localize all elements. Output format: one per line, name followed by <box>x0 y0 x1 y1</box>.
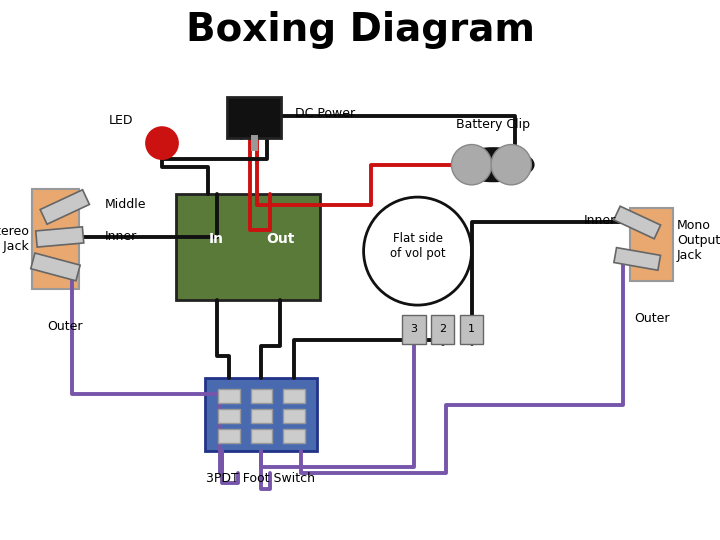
Text: 2: 2 <box>439 325 446 334</box>
FancyBboxPatch shape <box>283 389 305 403</box>
Text: Outer: Outer <box>634 312 670 325</box>
Text: 3PDT Foot Switch: 3PDT Foot Switch <box>207 472 315 485</box>
FancyBboxPatch shape <box>218 429 240 443</box>
FancyBboxPatch shape <box>205 378 317 451</box>
Ellipse shape <box>452 147 534 183</box>
FancyBboxPatch shape <box>283 409 305 423</box>
Text: In: In <box>210 232 224 246</box>
Text: Flat side
of vol pot: Flat side of vol pot <box>390 232 446 260</box>
Bar <box>36 227 84 247</box>
FancyBboxPatch shape <box>32 189 79 289</box>
Text: 1: 1 <box>468 325 475 334</box>
Text: Battery Clip: Battery Clip <box>456 118 530 131</box>
FancyBboxPatch shape <box>251 389 272 403</box>
Bar <box>40 190 89 224</box>
Text: DC Power: DC Power <box>295 107 356 120</box>
Circle shape <box>491 145 531 185</box>
FancyBboxPatch shape <box>283 429 305 443</box>
Bar <box>31 253 80 281</box>
FancyBboxPatch shape <box>251 409 272 423</box>
Text: Out: Out <box>266 232 294 246</box>
FancyBboxPatch shape <box>460 314 483 345</box>
FancyBboxPatch shape <box>251 429 272 443</box>
FancyBboxPatch shape <box>227 97 281 138</box>
Text: Boxing Diagram: Boxing Diagram <box>186 11 534 49</box>
Circle shape <box>451 145 492 185</box>
Text: Inner: Inner <box>583 214 616 227</box>
FancyBboxPatch shape <box>176 194 320 300</box>
Text: Inner: Inner <box>104 231 137 244</box>
FancyBboxPatch shape <box>431 314 454 345</box>
Bar <box>613 206 661 239</box>
Text: Stereo
Input Jack: Stereo Input Jack <box>0 225 29 253</box>
FancyBboxPatch shape <box>402 314 426 345</box>
Text: Middle: Middle <box>104 199 146 212</box>
Text: LED: LED <box>109 114 133 127</box>
FancyBboxPatch shape <box>218 409 240 423</box>
FancyBboxPatch shape <box>218 389 240 403</box>
Text: Outer: Outer <box>47 320 82 333</box>
Circle shape <box>146 127 178 159</box>
Text: 3: 3 <box>410 325 418 334</box>
FancyBboxPatch shape <box>630 208 673 281</box>
Text: Mono
Output
Jack: Mono Output Jack <box>677 219 720 262</box>
Bar <box>614 248 660 270</box>
